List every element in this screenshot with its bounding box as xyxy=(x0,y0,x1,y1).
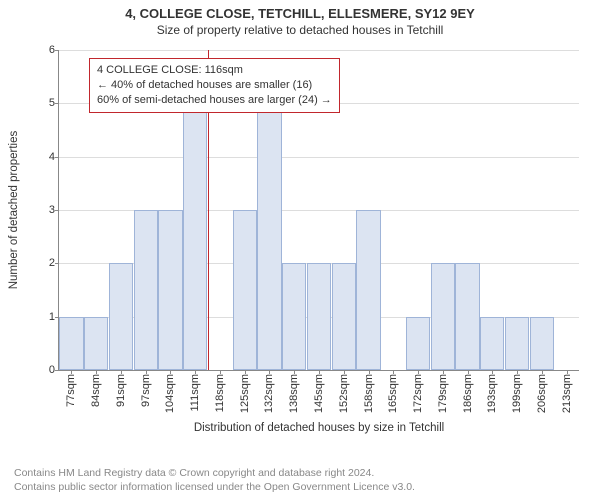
bar xyxy=(257,103,281,370)
bar xyxy=(158,210,182,370)
y-tick-label: 5 xyxy=(35,97,55,109)
x-tick-label: 193sqm xyxy=(486,374,498,413)
footer-line-2: Contains public sector information licen… xyxy=(14,480,590,494)
bar xyxy=(109,263,133,370)
bar xyxy=(530,317,554,370)
x-tick-label: 104sqm xyxy=(164,374,176,413)
bar xyxy=(431,263,455,370)
x-tick-label: 179sqm xyxy=(437,374,449,413)
bar xyxy=(59,317,83,370)
y-tick-label: 3 xyxy=(35,204,55,216)
x-axis-label: Distribution of detached houses by size … xyxy=(194,422,444,434)
bar xyxy=(332,263,356,370)
x-tick-label: 206sqm xyxy=(536,374,548,413)
x-tick-label: 91sqm xyxy=(115,374,127,407)
plot-area: Number of detached properties 77sqm84sqm… xyxy=(58,50,579,371)
info-box-line: ← 40% of detached houses are smaller (16… xyxy=(97,78,332,93)
footer: Contains HM Land Registry data © Crown c… xyxy=(0,462,600,500)
x-tick-label: 118sqm xyxy=(214,374,226,412)
y-tick-mark xyxy=(55,50,59,51)
x-tick-label: 186sqm xyxy=(462,374,474,413)
y-tick-label: 4 xyxy=(35,151,55,163)
footer-line-1: Contains HM Land Registry data © Crown c… xyxy=(14,466,590,480)
x-tick-label: 199sqm xyxy=(511,374,523,413)
x-tick-label: 152sqm xyxy=(338,374,350,413)
y-tick-mark xyxy=(55,370,59,371)
x-tick-label: 213sqm xyxy=(561,374,573,413)
x-tick-label: 145sqm xyxy=(313,374,325,413)
info-box-line: 4 COLLEGE CLOSE: 116sqm xyxy=(97,63,332,78)
y-tick-label: 0 xyxy=(35,364,55,376)
y-tick-mark xyxy=(55,103,59,104)
info-box-line: 60% of semi-detached houses are larger (… xyxy=(97,93,332,108)
page-subtitle: Size of property relative to detached ho… xyxy=(0,21,600,37)
y-tick-label: 6 xyxy=(35,44,55,56)
x-tick-label: 172sqm xyxy=(412,374,424,413)
y-axis-label: Number of detached properties xyxy=(8,131,20,290)
bar xyxy=(183,103,207,370)
bar xyxy=(233,210,257,370)
y-tick-label: 1 xyxy=(35,311,55,323)
bar xyxy=(356,210,380,370)
chart-container: Number of detached properties 77sqm 84sqm… xyxy=(0,40,600,435)
x-tick-label: 158sqm xyxy=(363,374,375,413)
x-tick-label: 84sqm xyxy=(90,374,102,407)
x-tick-label: 165sqm xyxy=(387,374,399,413)
bar xyxy=(505,317,529,370)
bar xyxy=(455,263,479,370)
bar xyxy=(84,317,108,370)
y-tick-mark xyxy=(55,317,59,318)
x-tick-label: 77sqm xyxy=(65,374,77,407)
info-box: 4 COLLEGE CLOSE: 116sqm← 40% of detached… xyxy=(89,58,340,113)
y-tick-mark xyxy=(55,263,59,264)
y-tick-mark xyxy=(55,210,59,211)
y-tick-mark xyxy=(55,157,59,158)
x-tick-label: 138sqm xyxy=(288,374,300,413)
bar xyxy=(406,317,430,370)
bar xyxy=(282,263,306,370)
x-tick-label: 132sqm xyxy=(263,374,275,413)
bar xyxy=(307,263,331,370)
bar xyxy=(480,317,504,370)
bar xyxy=(134,210,158,370)
x-tick-label: 111sqm xyxy=(189,374,201,412)
y-tick-label: 2 xyxy=(35,257,55,269)
page-title: 4, COLLEGE CLOSE, TETCHILL, ELLESMERE, S… xyxy=(0,0,600,21)
x-tick-label: 97sqm xyxy=(140,374,152,407)
x-tick-label: 125sqm xyxy=(239,374,251,413)
